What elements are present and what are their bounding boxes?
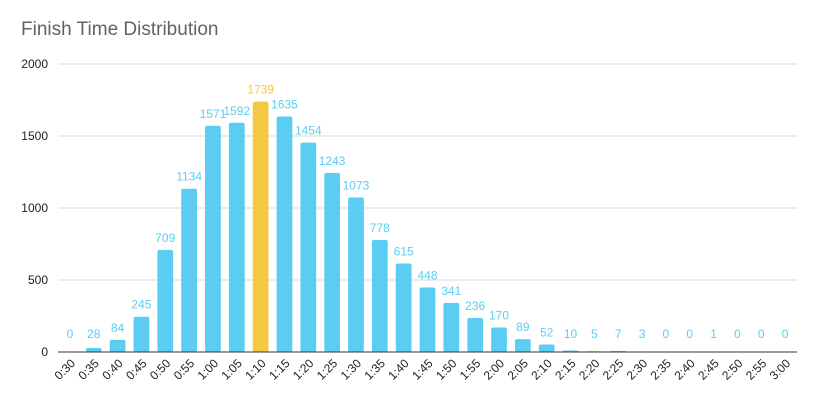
data-label: 245 xyxy=(131,298,151,312)
bar xyxy=(109,339,126,352)
y-tick-label: 2000 xyxy=(21,57,48,71)
data-label: 28 xyxy=(87,327,101,341)
x-tick-label: 2:25 xyxy=(600,356,627,383)
x-tick-label: 1:15 xyxy=(266,356,293,383)
data-label: 1073 xyxy=(343,178,370,192)
data-label: 0 xyxy=(686,327,693,341)
data-label: 778 xyxy=(370,221,390,235)
x-tick-label: 2:40 xyxy=(671,356,698,383)
data-label: 52 xyxy=(540,326,554,340)
data-label: 1243 xyxy=(319,154,346,168)
bar xyxy=(514,339,531,352)
x-tick-label: 1:00 xyxy=(195,356,222,383)
x-tick-label: 2:05 xyxy=(505,356,532,383)
data-label: 10 xyxy=(564,327,578,341)
data-label: 7 xyxy=(615,327,622,341)
data-label: 1 xyxy=(710,327,717,341)
x-tick-label: 1:10 xyxy=(242,356,269,383)
data-label: 0 xyxy=(734,327,741,341)
y-tick-label: 1500 xyxy=(21,129,48,143)
data-label: 1739 xyxy=(247,83,274,97)
data-label: 0 xyxy=(758,327,765,341)
x-tick-label: 2:50 xyxy=(719,356,746,383)
data-label: 3 xyxy=(639,327,646,341)
data-label: 0 xyxy=(67,327,74,341)
data-label: 1592 xyxy=(223,104,250,118)
x-tick-label: 2:55 xyxy=(743,356,770,383)
bar-highlight xyxy=(252,101,269,352)
data-label: 89 xyxy=(516,320,530,334)
bar xyxy=(181,188,197,352)
x-tick-label: 1:30 xyxy=(338,356,365,383)
data-label: 0 xyxy=(663,327,670,341)
bar xyxy=(419,287,436,352)
x-tick-label: 0:55 xyxy=(171,356,198,383)
x-tick-label: 1:25 xyxy=(314,356,341,383)
data-label: 1571 xyxy=(200,107,227,121)
x-tick-label: 2:30 xyxy=(624,356,651,383)
x-tick-label: 0:45 xyxy=(123,356,150,383)
x-tick-label: 1:20 xyxy=(290,356,317,383)
x-tick-label: 2:45 xyxy=(695,356,722,383)
bar xyxy=(205,125,221,352)
x-tick-label: 1:45 xyxy=(409,356,436,383)
data-label: 1635 xyxy=(271,98,298,112)
x-tick-label: 2:10 xyxy=(528,356,555,383)
x-tick-label: 0:30 xyxy=(52,356,79,383)
x-tick-label: 0:40 xyxy=(99,356,126,383)
x-tick-label: 1:05 xyxy=(218,356,245,383)
bar xyxy=(538,344,555,352)
data-label: 615 xyxy=(394,244,414,258)
y-tick-label: 500 xyxy=(28,273,48,287)
bar xyxy=(324,173,341,352)
bar xyxy=(300,142,317,352)
bar xyxy=(228,122,245,352)
x-tick-label: 2:35 xyxy=(648,356,675,383)
y-tick-label: 0 xyxy=(41,345,48,359)
x-tick-label: 0:50 xyxy=(147,356,174,383)
x-tick-label: 0:35 xyxy=(75,356,102,383)
bar xyxy=(395,263,412,352)
bar xyxy=(157,249,174,352)
bar xyxy=(443,302,460,352)
bar xyxy=(491,327,507,352)
bar xyxy=(133,316,150,352)
bar xyxy=(276,116,293,352)
x-tick-label: 1:35 xyxy=(362,356,389,383)
x-tick-label: 1:50 xyxy=(433,356,460,383)
data-label: 1454 xyxy=(295,124,322,138)
data-label: 709 xyxy=(155,231,175,245)
chart-title: Finish Time Distribution xyxy=(21,19,219,40)
x-tick-label: 1:55 xyxy=(457,356,484,383)
data-label: 170 xyxy=(489,309,509,323)
data-label: 5 xyxy=(591,327,598,341)
bar xyxy=(467,318,484,352)
x-tick-label: 3:00 xyxy=(767,356,794,383)
bar xyxy=(348,197,364,352)
data-label: 0 xyxy=(782,327,789,341)
x-tick-label: 1:40 xyxy=(385,356,412,383)
x-tick-label: 2:15 xyxy=(552,356,579,383)
data-label: 341 xyxy=(441,284,461,298)
data-label: 84 xyxy=(111,321,125,335)
x-tick-label: 2:20 xyxy=(576,356,603,383)
data-label: 236 xyxy=(465,299,485,313)
bar xyxy=(371,239,388,352)
bar xyxy=(85,347,102,352)
x-tick-label: 2:00 xyxy=(481,356,508,383)
data-label: 1134 xyxy=(176,170,202,184)
data-label: 448 xyxy=(417,268,437,282)
y-tick-label: 1000 xyxy=(21,201,48,215)
